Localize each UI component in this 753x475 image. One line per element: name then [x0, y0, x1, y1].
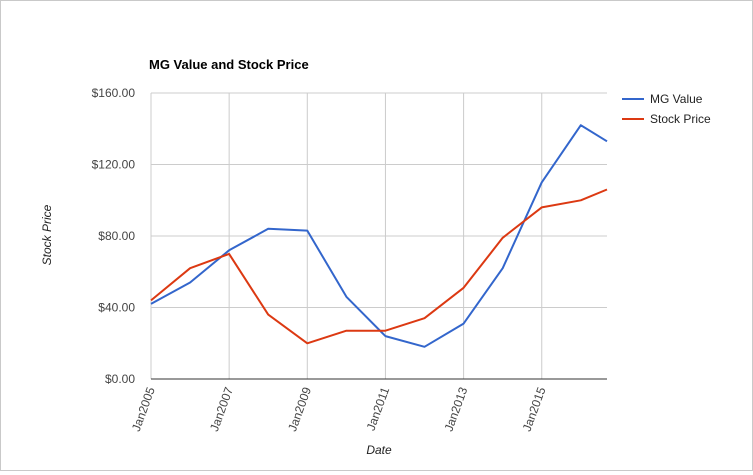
x-tick-label: Jan2015: [520, 385, 549, 433]
y-tick-label: $160.00: [92, 86, 136, 100]
series-line-2: [150, 188, 608, 345]
x-axis-label: Date: [366, 443, 392, 457]
legend-label: Stock Price: [650, 112, 711, 126]
x-tick-label: Jan2013: [442, 385, 471, 433]
x-axis-tick-labels: Jan2005 Jan2007 Jan2009 Jan2011 Jan2013 Jan20…: [129, 385, 549, 433]
y-tick-label: $120.00: [92, 158, 136, 172]
x-tick-label: Jan2011: [364, 385, 393, 433]
chart-legend: MG Value Stock Price: [622, 92, 711, 126]
x-tick-label: Jan2005: [129, 385, 158, 433]
y-tick-label: $40.00: [98, 301, 135, 315]
legend-label: MG Value: [650, 92, 703, 106]
x-tick-label: Jan2007: [207, 385, 236, 433]
chart-gridlines: [150, 92, 607, 380]
series-line-1: [150, 124, 608, 348]
chart-title: MG Value and Stock Price: [149, 57, 309, 72]
y-axis-label: Stock Price: [40, 204, 54, 265]
y-tick-label: $80.00: [98, 229, 135, 243]
y-axis-tick-labels: $0.00 $40.00 $80.00 $120.00 $160.00: [92, 86, 136, 386]
chart-series-lines: [150, 124, 608, 348]
y-tick-label: $0.00: [105, 372, 135, 386]
x-tick-label: Jan2009: [285, 385, 314, 433]
